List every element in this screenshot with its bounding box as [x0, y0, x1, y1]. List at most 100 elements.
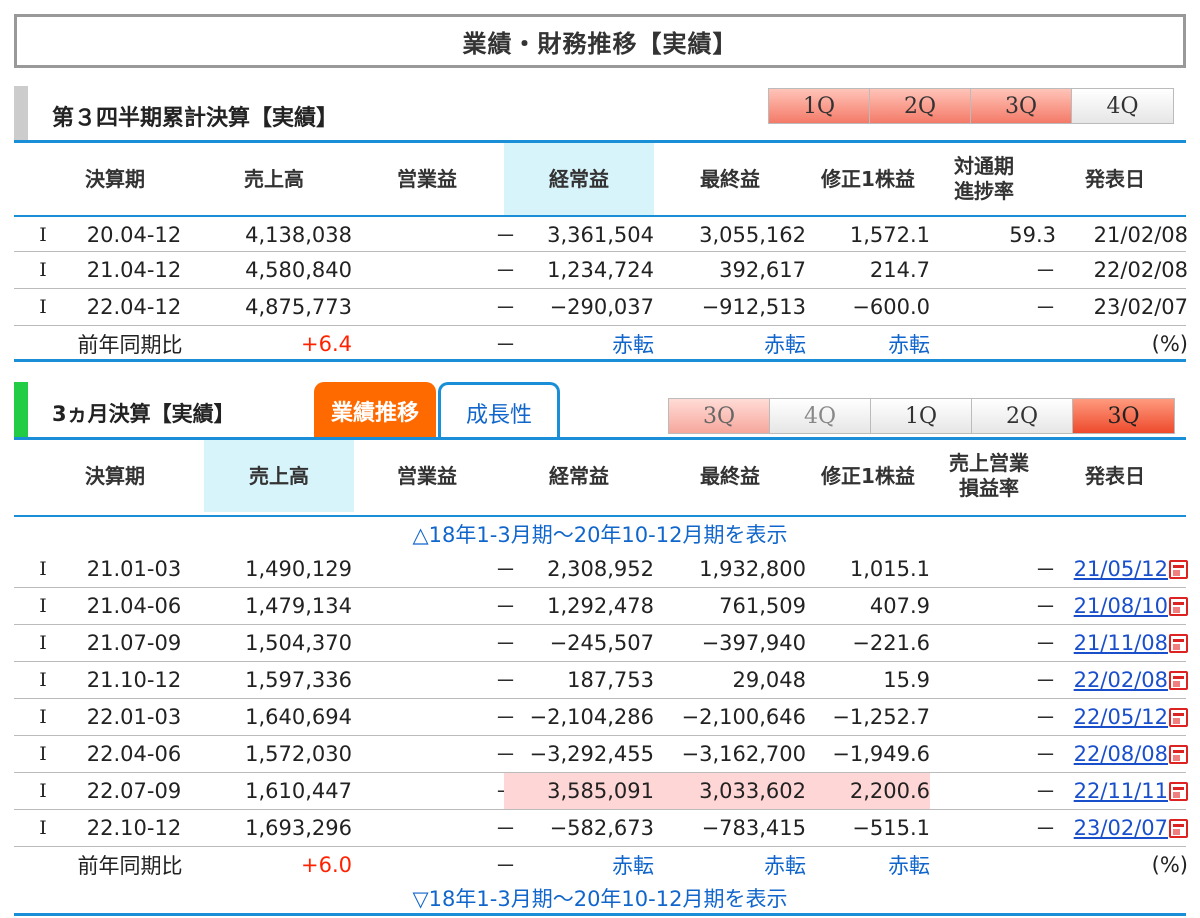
cell-net: 761,509	[719, 594, 806, 618]
cell-period: 21.07-09	[86, 631, 182, 655]
cell-sales: 1,572,030	[245, 742, 352, 766]
cell-ordinary: −2,104,286	[529, 705, 654, 729]
pdf-icon[interactable]	[1169, 559, 1188, 579]
tab-growth[interactable]: 成長性	[438, 382, 560, 440]
tab-4q[interactable]: 4Q	[1072, 89, 1173, 123]
yoy-ordinary: 赤転	[612, 333, 654, 357]
yoy-row: 前年同期比 +6.4 － 赤転 赤転 赤転 (%)	[14, 326, 1189, 363]
yoy-unit: (%)	[1151, 332, 1188, 356]
cell-ordinary: 1,234,724	[547, 258, 654, 282]
row-mark: I	[39, 259, 47, 281]
section2-header: 3ヵ月決算【実績】	[14, 382, 1186, 440]
toggle-show-older-bottom[interactable]: ▽18年1-3月期～20年10-12月期を表示	[412, 887, 788, 911]
tab-1q[interactable]: 1Q	[871, 399, 972, 433]
row-mark: I	[39, 595, 47, 617]
cell-net: 1,932,800	[699, 557, 806, 581]
tab-3q[interactable]: 3Q	[971, 89, 1072, 123]
pdf-icon[interactable]	[1169, 744, 1188, 764]
header-date: 発表日	[1085, 166, 1145, 191]
cell-period: 22.01-03	[86, 705, 182, 729]
section1-quarter-tabs: 1Q 2Q 3Q 4Q	[768, 88, 1174, 124]
cell-margin: －	[1035, 595, 1056, 619]
yoy-label: 前年同期比	[77, 854, 183, 878]
header-margin-line1: 売上営業	[949, 451, 1029, 475]
cell-period: 22.10-12	[86, 816, 182, 840]
cell-eps: 1,572.1	[849, 223, 930, 247]
header-net: 最終益	[700, 166, 760, 191]
cell-eps: 2,200.6	[806, 773, 930, 809]
tab-1q[interactable]: 1Q	[769, 89, 870, 123]
cell-operating: －	[495, 669, 516, 693]
row-mark: I	[39, 706, 47, 728]
table-row: I 21.07-09 1,504,370 － −245,507 −397,940 −221.…	[14, 625, 1188, 662]
cell-ordinary: −582,673	[549, 816, 654, 840]
cell-period: 22.07-09	[86, 779, 182, 803]
table-row: I22.07-091,610,447－3,585,0913,033,6022,2…	[14, 773, 1188, 810]
cell-margin: －	[1035, 669, 1056, 693]
tab-2q[interactable]: 2Q	[972, 399, 1073, 433]
tab-2q[interactable]: 2Q	[870, 89, 971, 123]
cell-ordinary: −290,037	[549, 295, 654, 319]
row-mark: I	[39, 669, 47, 691]
row-mark: I	[39, 743, 47, 765]
cell-operating: －	[495, 632, 516, 656]
table-row: I 21.01-03 1,490,129 － 2,308,952 1,932,800 1,0…	[14, 551, 1188, 588]
header-ordinary: 経常益	[549, 463, 609, 488]
cell-net: 3,033,602	[654, 773, 806, 809]
cell-margin: －	[1035, 817, 1056, 841]
tab-4q[interactable]: 4Q	[770, 399, 871, 433]
pdf-icon[interactable]	[1169, 670, 1188, 690]
header-progress-line2: 進捗率	[954, 179, 1014, 203]
cell-eps: 1,015.1	[849, 557, 930, 581]
table-row: I 22.04-12 4,875,773 － −290,037 −912,513 −600.…	[14, 289, 1188, 326]
pdf-icon[interactable]	[1169, 781, 1188, 801]
cell-date: 21/05/12	[1054, 551, 1188, 587]
cell-sales: 1,479,134	[245, 594, 352, 618]
header-operating: 営業益	[397, 166, 457, 191]
row-mark: I	[39, 224, 47, 246]
pdf-icon[interactable]	[1169, 818, 1188, 838]
section2-quarter-tabs: 3Q 4Q 1Q 2Q 3Q	[668, 398, 1175, 434]
header-ordinary: 経常益	[504, 143, 654, 215]
cell-period: 21.04-06	[86, 594, 182, 618]
pdf-icon[interactable]	[1169, 596, 1188, 616]
cell-eps: 15.9	[883, 668, 930, 692]
header-operating: 営業益	[397, 463, 457, 488]
date-link[interactable]: 23/02/07	[1073, 816, 1168, 840]
date-link[interactable]: 22/05/12	[1073, 705, 1168, 729]
cell-margin: －	[1035, 632, 1056, 656]
header-progress: 対通期 進捗率	[928, 143, 1040, 215]
tab-3q[interactable]: 3Q	[1073, 399, 1174, 433]
date-link[interactable]: 21/08/10	[1073, 594, 1168, 618]
yoy-net: 赤転	[764, 854, 806, 878]
cell-sales: 4,580,840	[245, 258, 352, 282]
cell-margin: －	[1035, 706, 1056, 730]
row-mark: I	[39, 780, 47, 802]
pdf-icon[interactable]	[1169, 707, 1188, 727]
cell-net: −2,100,646	[681, 705, 806, 729]
table-row: I 22.10-12 1,693,296 － −582,673 −783,415 −515.…	[14, 810, 1188, 847]
tab-performance[interactable]: 業績推移	[314, 382, 436, 440]
section2-bottom-line	[14, 913, 1186, 916]
cell-eps: −1,949.6	[832, 742, 930, 766]
cell-date: 22/11/11	[1054, 773, 1188, 809]
cell-period: 21.01-03	[86, 557, 182, 581]
header-sales: 売上高	[244, 166, 304, 191]
table-row: I 22.01-03 1,640,694 － −2,104,286 −2,100,646 −…	[14, 699, 1188, 736]
tab-prev-3q[interactable]: 3Q	[669, 399, 770, 433]
date-link[interactable]: 21/05/12	[1073, 557, 1168, 581]
toggle-show-older-top[interactable]: △18年1-3月期～20年10-12月期を表示	[14, 515, 1186, 551]
date-link[interactable]: 22/11/11	[1073, 779, 1168, 803]
cell-progress: －	[1035, 296, 1056, 320]
cell-net: 3,055,162	[699, 223, 806, 247]
yoy-ordinary: 赤転	[612, 854, 654, 878]
cell-sales: 4,138,038	[245, 223, 352, 247]
date-link[interactable]: 22/02/08	[1073, 668, 1168, 692]
pdf-icon[interactable]	[1169, 633, 1188, 653]
cell-ordinary: 3,361,504	[547, 223, 654, 247]
cell-period: 22.04-06	[86, 742, 182, 766]
date-link[interactable]: 21/11/08	[1073, 631, 1168, 655]
cell-net: −3,162,700	[681, 742, 806, 766]
date-link[interactable]: 22/08/08	[1073, 742, 1168, 766]
cell-operating: －	[495, 224, 516, 248]
